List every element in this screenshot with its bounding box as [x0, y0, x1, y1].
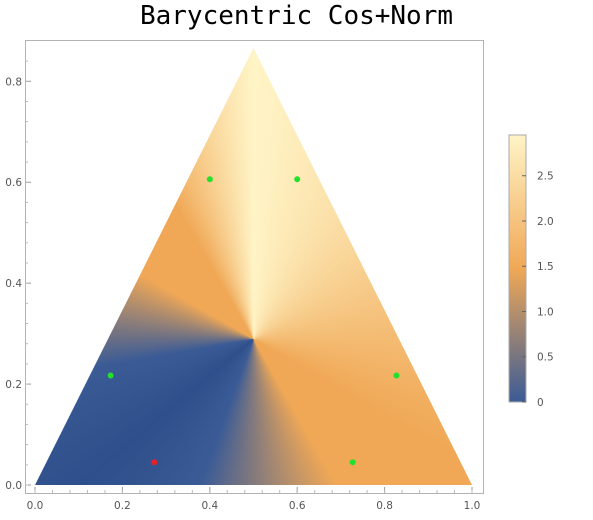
- data-point: [207, 176, 213, 182]
- colorbar-tick-label: 1.0: [537, 306, 554, 318]
- x-tick-label: 0.4: [201, 500, 218, 512]
- y-tick-label: 0.8: [5, 76, 22, 88]
- data-point: [350, 459, 356, 465]
- y-tick-label: 0.0: [5, 480, 22, 492]
- x-tick-label: 1.0: [464, 500, 481, 512]
- colorbar-tick-label: 2.0: [537, 216, 554, 228]
- data-point: [108, 372, 114, 378]
- x-tick-label: 0.8: [376, 500, 393, 512]
- y-tick-label: 0.6: [5, 177, 22, 189]
- colorbar-tick-label: 2.5: [537, 171, 554, 183]
- x-tick-label: 0.0: [27, 500, 44, 512]
- colorbar-tick-label: 1.5: [537, 261, 554, 273]
- colorbar-bar: [509, 135, 526, 402]
- x-axis: 0.0 0.2 0.4 0.6 0.8 1.0: [27, 487, 481, 512]
- colorbar-tick-label: 0.5: [537, 352, 554, 364]
- colorbar-tick-label: 0: [537, 397, 544, 409]
- colorbar: 0 0.5 1.0 1.5 2.0 2.5: [509, 135, 554, 409]
- y-axis: 0.0 0.2 0.4 0.6 0.8: [5, 61, 31, 492]
- y-tick-label: 0.2: [5, 379, 22, 391]
- data-point: [151, 459, 157, 465]
- triangle-heatmap: [30, 43, 477, 490]
- data-point: [393, 372, 399, 378]
- y-tick-label: 0.4: [5, 278, 22, 290]
- x-tick-label: 0.2: [114, 500, 131, 512]
- data-point: [294, 176, 300, 182]
- x-tick-label: 0.6: [289, 500, 306, 512]
